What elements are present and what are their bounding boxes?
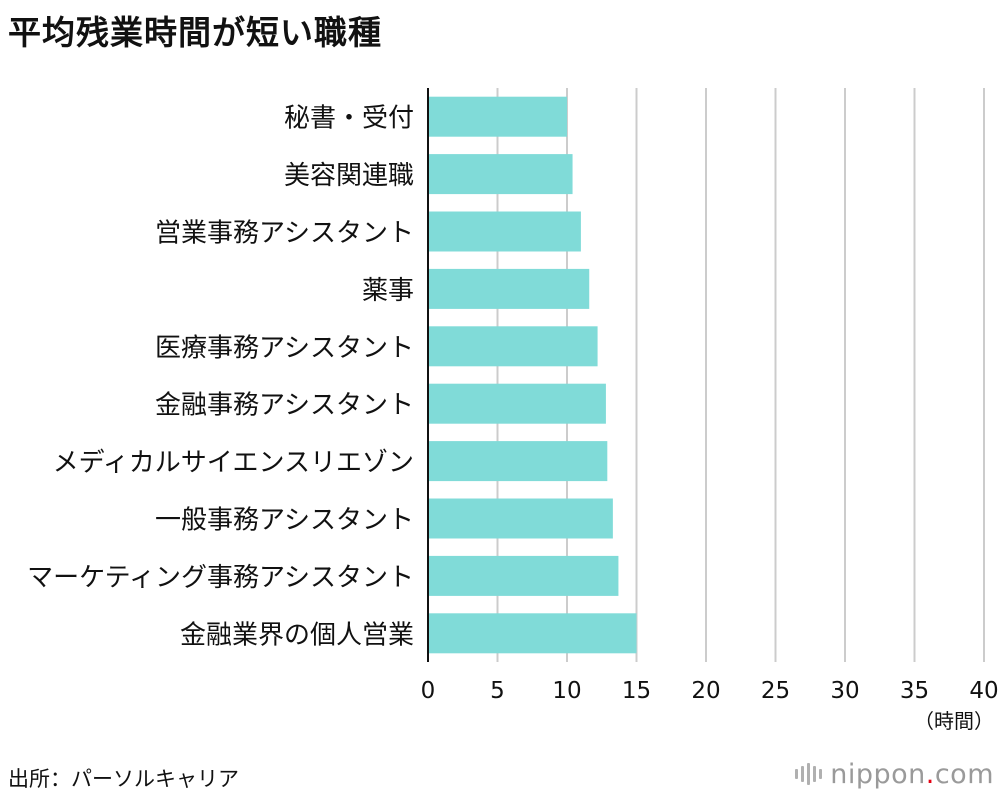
category-label-3: 営業事務アシスタント xyxy=(155,219,414,249)
brand-wordmark: nippon.com xyxy=(830,759,994,790)
category-label-5: 医療事務アシスタント xyxy=(155,333,414,363)
chart-title: 平均残業時間が短い職種 xyxy=(8,13,382,52)
brand-mark-icon xyxy=(795,763,823,785)
x-tick-label-15: 15 xyxy=(622,678,651,704)
source-note: 出所：パーソルキャリア xyxy=(8,767,239,791)
bar-8 xyxy=(428,498,613,539)
bar-7 xyxy=(428,441,608,482)
bar-chart: 秘書・受付美容関連職営業事務アシスタント薬事医療事務アシスタント金融事務アシスタ… xyxy=(27,88,999,733)
category-label-4: 薬事 xyxy=(362,276,414,306)
category-label-8: 一般事務アシスタント xyxy=(155,506,414,536)
bar-4 xyxy=(428,268,590,309)
bar-1 xyxy=(428,96,567,137)
x-tick-label-20: 20 xyxy=(691,678,720,704)
category-label-1: 秘書・受付 xyxy=(284,104,414,134)
bar-5 xyxy=(428,326,598,367)
brand-dot: . xyxy=(925,758,935,790)
bar-3 xyxy=(428,211,581,252)
x-tick-label-25: 25 xyxy=(761,678,790,704)
category-label-6: 金融事務アシスタント xyxy=(155,391,414,421)
category-label-7: メディカルサイエンスリエゾン xyxy=(53,448,414,478)
x-tick-label-30: 30 xyxy=(830,678,859,704)
category-label-9: マーケティング事務アシスタント xyxy=(27,563,414,593)
bar-10 xyxy=(428,613,637,654)
category-label-2: 美容関連職 xyxy=(284,161,414,191)
x-axis-label: （時間） xyxy=(914,709,994,733)
bar-9 xyxy=(428,555,619,596)
bar-2 xyxy=(428,154,573,195)
x-tick-label-10: 10 xyxy=(552,678,581,704)
x-tick-label-35: 35 xyxy=(900,678,929,704)
category-label-10: 金融業界の個人営業 xyxy=(180,620,414,650)
bar-6 xyxy=(428,383,606,424)
brand-name: nippon xyxy=(830,758,926,790)
x-tick-label-0: 0 xyxy=(421,678,436,704)
brand-tld: com xyxy=(934,758,994,790)
x-tick-label-5: 5 xyxy=(490,678,505,704)
x-tick-label-40: 40 xyxy=(969,678,998,704)
brand-logo: nippon.com xyxy=(795,758,994,790)
